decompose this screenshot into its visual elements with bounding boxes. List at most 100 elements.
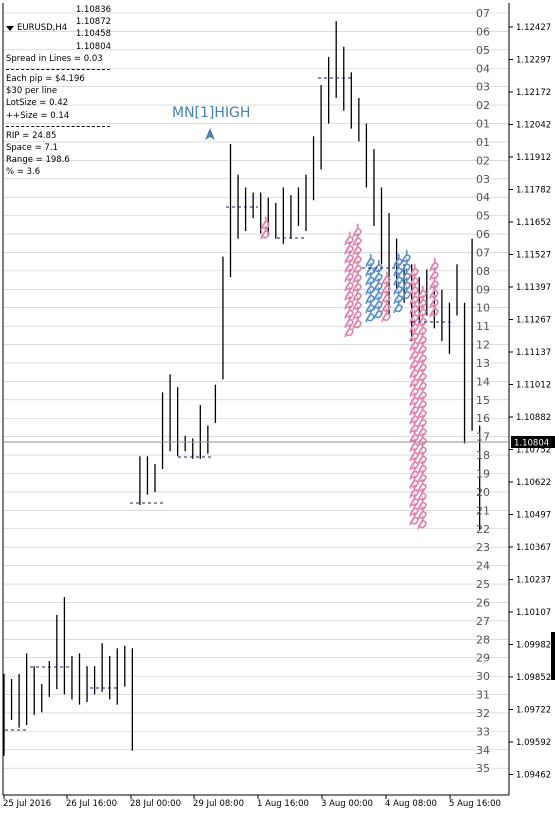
pnf-symbol: [393, 253, 403, 268]
current-price-marker: 1.10804: [3, 436, 555, 449]
pnf-symbol: [401, 249, 411, 264]
pnf-symbol: [381, 308, 391, 323]
grid-number-label: 26: [476, 596, 490, 609]
grid-number-label: 21: [476, 504, 490, 517]
grid-number-label: 24: [476, 560, 490, 573]
price-axis-labels: 1.12427 1.12297 1.12172 1.12042 1.11912 1.117…: [509, 23, 551, 781]
price-label: 1.11912: [516, 153, 551, 163]
ohlc-values: 1.10836 1.10872 1.10458 1.10804: [75, 5, 112, 52]
price-label: 1.11782: [516, 186, 551, 196]
grid-number-label: 34: [476, 744, 490, 757]
grid-number-label: 15: [476, 394, 490, 407]
grid-number-label: 09: [476, 283, 490, 296]
price-label: 1.10882: [516, 413, 551, 423]
grid-number-label: 05: [476, 210, 490, 223]
current-price-label: 1.10804: [514, 439, 549, 449]
price-label: 1.11137: [516, 348, 551, 358]
lot-size: LotSize = 0.42: [6, 98, 69, 109]
grid-number-label: 28: [476, 633, 490, 646]
level-markers: [5, 77, 452, 731]
scrollbar-handle[interactable]: [551, 632, 555, 680]
pnf-symbol: [344, 323, 354, 338]
spread-line: Spread in Lines = 0.03: [6, 53, 103, 64]
collapse-triangle-icon[interactable]: [6, 25, 14, 31]
info-panel: EURUSD,H4 1.10836 1.10872 1.10458 1.1080…: [6, 4, 126, 179]
pnf-symbol: [373, 259, 383, 274]
grid-number-label: 17: [476, 431, 490, 444]
grid-number-label: 03: [476, 81, 490, 94]
price-label: 1.11267: [516, 316, 551, 326]
mn-high-annotation: MN[1]HIGH: [172, 105, 251, 121]
axes: [2, 3, 510, 796]
grid-number-label: 32: [476, 707, 490, 720]
pnf-symbol: [429, 257, 439, 272]
grid-number-label: 07: [476, 246, 490, 259]
price-label: 1.11012: [516, 381, 551, 391]
divider: [6, 125, 110, 127]
pnf-symbol: [429, 303, 439, 318]
range: Range = 198.6: [6, 155, 70, 166]
price-label: 1.10237: [516, 576, 551, 586]
grid-number-label: 10: [476, 302, 490, 315]
price-label: 1.09462: [516, 771, 551, 781]
time-label: 28 Jul 00:00: [130, 799, 181, 809]
time-label: 3 Aug 00:00: [321, 799, 373, 809]
grid-lines: [3, 12, 509, 769]
price-label: 1.09722: [516, 706, 551, 716]
grid-number-label: 08: [476, 265, 490, 278]
time-label: 26 Jul 16:00: [66, 799, 117, 809]
grid-number-label: 33: [476, 725, 490, 738]
per-line: $30 per line: [6, 86, 58, 97]
grid-number-label: 06: [476, 228, 490, 241]
grid-number-label: 04: [476, 62, 490, 75]
divider: [6, 69, 110, 71]
price-label: 1.09852: [516, 673, 551, 683]
grid-number-label: 27: [476, 615, 490, 628]
pnf-columns: [260, 216, 439, 530]
price-label: 1.12297: [516, 56, 551, 66]
time-label: 25 Jul 2016: [3, 799, 51, 809]
price-label: 1.09592: [516, 738, 551, 748]
grid-number-label: 20: [476, 486, 490, 499]
grid-number-label: 35: [476, 762, 490, 775]
time-label: 1 Aug 16:00: [257, 799, 309, 809]
percent: % = 3.6: [6, 167, 41, 178]
price-label: 1.10752: [516, 446, 551, 456]
price-label: 1.11652: [516, 218, 551, 228]
grid-number-label: 18: [476, 449, 490, 462]
grid-number-label: 03: [476, 173, 490, 186]
pnf-symbol: [417, 515, 427, 530]
grid-number-label: 05: [476, 44, 490, 57]
grid-number-label: 30: [476, 670, 490, 683]
price-label: 1.10622: [516, 478, 551, 488]
pnf-symbol: [365, 308, 375, 323]
pnf-symbol: [373, 305, 383, 320]
grid-number-label: 14: [476, 375, 490, 388]
grid-number-label: 31: [476, 689, 490, 702]
grid-number-label: 23: [476, 541, 490, 554]
price-label: 1.12427: [516, 23, 551, 33]
grid-number-label: 04: [476, 191, 490, 204]
pnf-symbol: [401, 286, 411, 301]
pnf-symbol: [260, 225, 270, 240]
grid-number-label: 22: [476, 523, 490, 536]
price-label: 1.09982: [516, 641, 551, 651]
grid-number-label: 07: [476, 7, 490, 20]
time-label: 5 Aug 16:00: [449, 799, 501, 809]
price-label: 1.12042: [516, 121, 551, 131]
pnf-symbol: [352, 223, 362, 238]
grid-number-label: 11: [476, 320, 490, 333]
grid-number-label: 01: [476, 118, 490, 131]
price-label: 1.10107: [516, 608, 551, 618]
time-label: 4 Aug 08:00: [385, 799, 437, 809]
time-label: 29 Jul 08:00: [193, 799, 244, 809]
time-axis-labels: 25 Jul 2016 26 Jul 16:00 28 Jul 00:00 29 Ju…: [3, 795, 501, 809]
space: Space = 7.1: [6, 143, 58, 154]
mn-high-arrow-icon: [205, 128, 215, 140]
grid-number-label: 16: [476, 412, 490, 425]
pnf-symbol: [365, 253, 375, 268]
grid-number-label: 25: [476, 578, 490, 591]
grid-number-label: 02: [476, 154, 490, 167]
grid-number-label: 12: [476, 339, 490, 352]
